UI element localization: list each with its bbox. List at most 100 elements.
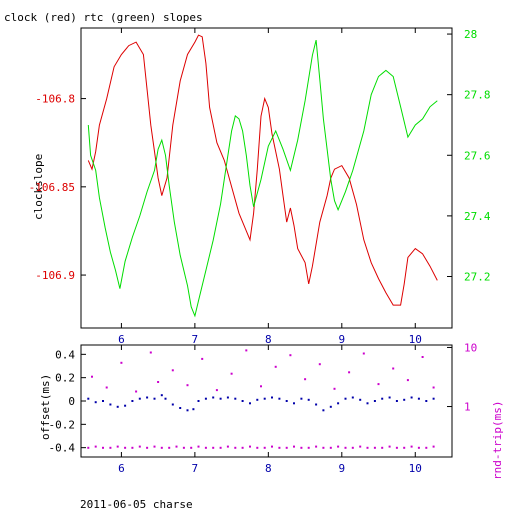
rnd-trip-point — [219, 446, 222, 449]
rnd-trip-point — [395, 446, 398, 449]
rnd-trip-point — [215, 389, 218, 392]
rnd-trip-point — [315, 445, 318, 448]
rnd-trip-point — [278, 446, 281, 449]
rnd-trip-point — [333, 387, 336, 390]
rnd-trip-point — [116, 445, 119, 448]
rnd-trip-point — [160, 446, 163, 449]
top-x-tick-label: 7 — [192, 333, 199, 346]
offset-point — [219, 397, 222, 400]
top-series-group — [87, 34, 438, 318]
rnd-trip-point — [149, 351, 152, 354]
offset-point — [307, 398, 310, 401]
rnd-trip-point — [366, 446, 369, 449]
offset-point — [249, 402, 251, 405]
rnd-trip-point — [260, 385, 262, 388]
offset-point — [271, 396, 273, 399]
figure-title: clock (red) rtc (green) slopes — [4, 11, 203, 24]
rnd-trip-point — [249, 445, 251, 448]
rnd-trip-point — [274, 365, 277, 368]
rnd-trip-point — [157, 381, 160, 383]
offset-point — [351, 396, 354, 399]
offset-point — [87, 397, 90, 400]
rnd-trip-point — [153, 445, 156, 448]
offset-point — [186, 409, 189, 412]
top-ticks: 6 7 8 9 10 -106.8 -106.85 -106.9 27.2 27.4 27.6 27.… — [29, 28, 491, 346]
rtc-slope-line — [87, 39, 438, 318]
rnd-trip-point — [135, 390, 138, 393]
offset-point — [164, 397, 167, 400]
bottom-series-group — [87, 349, 435, 449]
offset-point — [329, 405, 332, 408]
offset-point — [153, 397, 156, 400]
top-y-tick-label-left: -106.85 — [29, 181, 75, 194]
top-y-axis-label: clockslope — [32, 154, 45, 220]
rnd-trip-point — [212, 446, 215, 449]
rnd-trip-point — [351, 446, 354, 449]
rnd-trip-point — [425, 446, 428, 449]
offset-point — [381, 397, 384, 400]
rnd-trip-point — [381, 446, 384, 449]
rnd-trip-point — [175, 445, 178, 448]
clock-slope-line — [87, 34, 438, 306]
rnd-trip-point — [182, 446, 185, 449]
offset-point — [395, 400, 398, 402]
rnd-trip-point — [146, 446, 149, 449]
rnd-trip-point — [226, 445, 229, 448]
bottom-ticks: 6 7 8 9 10 0.4 0.2 0 -0.2 -0.4 10 1 — [49, 341, 478, 475]
offset-point — [131, 400, 134, 402]
rnd-trip-point — [388, 445, 391, 448]
rnd-trip-point — [241, 446, 244, 449]
rnd-trip-point — [131, 446, 134, 449]
rnd-trip-point — [120, 361, 123, 364]
rnd-trip-point — [124, 446, 127, 449]
offset-point — [293, 402, 295, 405]
rnd-trip-point — [318, 363, 321, 366]
bottom-y-tick-label-left: -0.4 — [49, 442, 76, 455]
bottom-x-tick-label: 10 — [409, 462, 422, 475]
top-y-tick-label-left: -106.8 — [35, 93, 75, 106]
rnd-trip-point — [91, 375, 93, 378]
offset-point — [359, 398, 362, 401]
top-y-tick-label-right: 27.4 — [464, 210, 491, 223]
top-y-tick-label-right: 27.8 — [464, 89, 491, 102]
rnd-trip-point — [362, 352, 365, 355]
bottom-y-tick-label-left: 0 — [68, 395, 75, 408]
rnd-trip-point — [293, 445, 295, 448]
rnd-trip-point — [271, 445, 273, 448]
rnd-trip-point — [359, 445, 362, 448]
rnd-trip-point — [403, 446, 406, 449]
bottom-x-tick-label: 7 — [192, 462, 199, 475]
top-y-tick-label-right: 27.2 — [464, 270, 491, 283]
offset-point — [344, 397, 347, 400]
rnd-trip-point — [337, 445, 340, 448]
offset-point — [192, 408, 195, 411]
bottom-y-tick-label-left: 0.4 — [55, 348, 75, 361]
bottom-y-axis-label-left: offset(ms) — [39, 374, 52, 440]
top-x-tick-label: 10 — [409, 333, 422, 346]
top-y-tick-label-right: 27.6 — [464, 149, 491, 162]
rnd-trip-point — [285, 446, 288, 449]
rnd-trip-point — [304, 378, 307, 381]
rnd-trip-point — [105, 386, 108, 389]
rnd-trip-point — [201, 357, 204, 360]
offset-point — [138, 397, 141, 400]
rnd-trip-point — [263, 446, 266, 449]
rnd-trip-point — [171, 369, 174, 372]
figure-footer: 2011-06-05 charse — [80, 498, 193, 511]
top-x-tick-label: 9 — [338, 333, 345, 346]
offset-point — [373, 400, 376, 402]
rnd-trip-point — [421, 356, 424, 358]
offset-point — [417, 397, 420, 400]
offset-point — [366, 402, 369, 405]
offset-point — [425, 400, 428, 402]
offset-point — [388, 396, 391, 399]
offset-point — [160, 394, 163, 397]
top-y-tick-label-left: -106.9 — [35, 269, 75, 282]
offset-point — [212, 396, 215, 399]
top-chart: clockslope 6 7 8 9 10 -106.8 -106.85 -106.9 27.2… — [29, 27, 491, 346]
rnd-trip-point — [406, 379, 409, 382]
rnd-trip-point — [373, 446, 376, 449]
offset-point — [102, 400, 104, 402]
offset-point — [256, 398, 259, 401]
top-plot-frame — [80, 27, 453, 329]
